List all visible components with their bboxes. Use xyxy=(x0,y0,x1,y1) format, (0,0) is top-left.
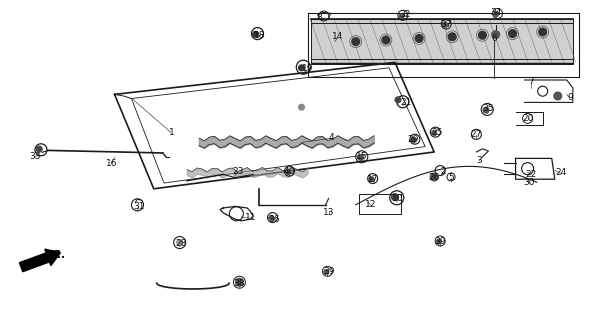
Text: 30: 30 xyxy=(523,178,535,187)
Circle shape xyxy=(554,92,562,100)
Circle shape xyxy=(478,31,487,39)
Text: 37: 37 xyxy=(440,20,452,28)
Circle shape xyxy=(430,173,438,181)
Text: 12: 12 xyxy=(365,200,376,209)
Circle shape xyxy=(352,38,360,46)
Text: 1: 1 xyxy=(169,128,175,137)
Bar xyxy=(359,194,401,214)
Circle shape xyxy=(369,177,374,182)
Text: 31: 31 xyxy=(133,202,145,211)
Text: 32: 32 xyxy=(400,10,411,19)
Circle shape xyxy=(286,169,291,174)
Text: 14: 14 xyxy=(332,32,343,41)
Text: 3: 3 xyxy=(476,156,482,164)
Circle shape xyxy=(253,31,259,37)
Text: 23: 23 xyxy=(233,167,244,176)
Circle shape xyxy=(391,194,399,201)
Circle shape xyxy=(382,36,390,44)
Text: 24: 24 xyxy=(555,168,566,177)
Circle shape xyxy=(411,137,416,142)
Circle shape xyxy=(298,65,305,71)
Circle shape xyxy=(491,31,500,39)
Circle shape xyxy=(508,30,517,38)
Circle shape xyxy=(36,146,42,152)
Text: 27: 27 xyxy=(471,130,482,139)
Text: 39: 39 xyxy=(323,268,335,276)
Text: 19: 19 xyxy=(302,64,314,73)
Text: 15: 15 xyxy=(356,152,368,161)
Circle shape xyxy=(432,130,437,135)
Polygon shape xyxy=(311,19,573,64)
Text: 29: 29 xyxy=(408,135,418,144)
Text: 10: 10 xyxy=(392,194,404,203)
Circle shape xyxy=(483,107,489,113)
Circle shape xyxy=(235,278,244,286)
Text: 21: 21 xyxy=(400,98,411,107)
Text: 39: 39 xyxy=(434,237,446,246)
Text: 5: 5 xyxy=(448,173,454,182)
Text: 22: 22 xyxy=(525,170,536,179)
Text: 26: 26 xyxy=(429,173,440,182)
Circle shape xyxy=(494,12,499,17)
Circle shape xyxy=(298,104,305,110)
Text: 13: 13 xyxy=(323,208,335,217)
Text: 11: 11 xyxy=(244,213,256,222)
Text: 20: 20 xyxy=(522,114,533,123)
Text: FR.: FR. xyxy=(47,250,66,260)
Text: 7: 7 xyxy=(528,77,534,86)
Text: 9: 9 xyxy=(567,93,573,102)
Text: 35: 35 xyxy=(482,104,494,113)
Circle shape xyxy=(395,97,401,103)
Text: 4: 4 xyxy=(329,133,335,142)
Text: 18: 18 xyxy=(253,31,265,40)
Text: 6: 6 xyxy=(491,34,497,43)
Circle shape xyxy=(448,33,456,41)
Circle shape xyxy=(324,269,329,275)
Text: 36: 36 xyxy=(268,215,280,224)
Circle shape xyxy=(358,155,364,160)
Text: 25: 25 xyxy=(432,128,443,137)
Text: 16: 16 xyxy=(106,159,118,168)
Circle shape xyxy=(177,240,183,245)
Text: 40: 40 xyxy=(284,167,295,176)
Text: 28: 28 xyxy=(175,239,186,248)
Text: 17: 17 xyxy=(367,175,379,184)
FancyArrow shape xyxy=(19,249,60,272)
Circle shape xyxy=(399,13,404,19)
Text: 34: 34 xyxy=(490,8,501,17)
Text: 8: 8 xyxy=(317,13,323,22)
Text: 33: 33 xyxy=(29,152,41,161)
Circle shape xyxy=(415,35,423,43)
Circle shape xyxy=(269,215,274,220)
Circle shape xyxy=(437,239,441,244)
Text: 2: 2 xyxy=(440,167,446,176)
Circle shape xyxy=(538,28,547,36)
Circle shape xyxy=(443,22,447,27)
Text: 38: 38 xyxy=(233,279,245,288)
